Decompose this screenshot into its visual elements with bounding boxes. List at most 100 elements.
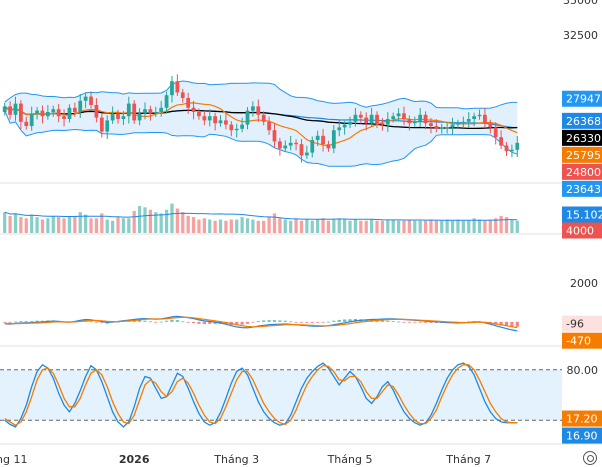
volume-bar <box>407 219 412 233</box>
volume-bar <box>73 215 77 233</box>
candle-body <box>272 130 277 142</box>
stochastic-axis-tick-label: 80.00 <box>567 364 599 377</box>
macd-value-badge-label: -470 <box>566 335 591 348</box>
candle-body <box>369 114 374 124</box>
volume-bar <box>256 220 260 233</box>
volume-bar <box>175 208 179 233</box>
price-value-badge <box>562 180 602 197</box>
volume-bar <box>391 219 395 233</box>
candle-body <box>143 109 147 114</box>
candle-body <box>51 109 56 112</box>
candle-body <box>402 113 406 119</box>
macd-histogram-bar <box>402 321 406 323</box>
candle-body <box>132 103 137 121</box>
volume-bar <box>40 219 45 233</box>
volume-bar <box>445 219 449 233</box>
macd-histogram-bar <box>407 321 412 323</box>
volume-bar <box>332 219 336 233</box>
settings-icon[interactable] <box>583 451 597 465</box>
candle-body <box>353 114 358 122</box>
macd-histogram-bar <box>294 321 298 323</box>
candle-body <box>396 113 401 117</box>
candle-body <box>439 127 444 129</box>
volume-bar <box>316 219 320 233</box>
volume-bar <box>137 206 142 233</box>
volume-bar <box>197 219 201 233</box>
macd-histogram-bar <box>380 320 385 322</box>
macd-histogram-bar <box>240 321 244 325</box>
x-axis-tick-label: Tháng 3 <box>213 453 259 466</box>
x-axis-tick-label: Tháng 5 <box>327 453 373 466</box>
volume-bar <box>84 214 88 233</box>
volume-value-badge <box>562 206 602 223</box>
macd-histogram-bar <box>235 321 239 326</box>
stochastic-value-badge-label: 17.20 <box>566 413 598 426</box>
candle-body <box>35 110 39 114</box>
candle-body <box>288 142 293 146</box>
volume-bar <box>299 220 304 233</box>
macd-histogram-bar <box>343 319 347 322</box>
volume-bar <box>19 217 23 233</box>
volume-bar <box>440 220 444 233</box>
volume-bar <box>504 217 509 233</box>
candle-body <box>321 135 325 145</box>
macd-histogram-bar <box>316 321 320 323</box>
volume-bar <box>396 220 401 233</box>
volume-bar <box>278 218 282 233</box>
price-value-badge-label: 25795 <box>566 149 601 162</box>
candle-body <box>164 95 169 108</box>
volume-bar <box>105 219 109 233</box>
candle-body <box>488 123 493 128</box>
stochastic-d-line <box>4 364 518 426</box>
candle-body <box>434 126 439 129</box>
candle-body <box>407 119 412 124</box>
candle-body <box>358 114 363 118</box>
candle-body <box>105 120 110 132</box>
volume-bar <box>434 220 438 233</box>
candle-body <box>504 145 509 152</box>
macd-axis-tick-label: 2000 <box>570 277 598 290</box>
stochastic-value-badge-label: 16.90 <box>566 430 598 443</box>
volume-bar <box>321 218 325 233</box>
macd-histogram-bar <box>283 320 287 322</box>
macd-signal-line <box>4 316 518 329</box>
price-axis-tick-label: 32500 <box>563 29 598 42</box>
volume-bar <box>343 219 347 233</box>
volume-bar <box>386 219 390 233</box>
candle-body <box>245 110 250 125</box>
volume-bar <box>477 219 482 233</box>
volume-bar <box>326 220 331 233</box>
volume-value-badge-label: 15.102 <box>566 209 602 222</box>
macd-histogram-bar <box>267 320 271 322</box>
stochastic-band-fill <box>0 369 562 421</box>
macd-histogram-bar <box>35 320 39 322</box>
candle-body <box>94 105 99 118</box>
candle-body <box>229 124 234 131</box>
volume-bar <box>499 215 503 233</box>
candle-body <box>499 137 504 146</box>
macd-histogram-bar <box>137 320 142 322</box>
price-value-badge <box>562 112 602 129</box>
volume-bar <box>380 220 385 233</box>
macd-histogram-bar <box>289 321 293 323</box>
macd-histogram-bar <box>413 321 417 323</box>
volume-bar <box>369 219 374 233</box>
volume-bar <box>456 219 460 233</box>
candle-body <box>240 124 245 129</box>
macd-histogram-bar <box>251 321 255 323</box>
price-value-badge <box>562 90 602 107</box>
volume-bar <box>127 218 131 233</box>
candle-body <box>121 116 126 119</box>
volume-bar <box>359 220 363 233</box>
candle-body <box>45 112 50 117</box>
volume-bar <box>375 220 379 233</box>
volume-bar <box>3 212 7 233</box>
macd-histogram-bar <box>208 321 212 324</box>
macd-histogram-bar <box>143 320 147 322</box>
volume-bar <box>143 207 147 233</box>
candle-body <box>2 106 7 112</box>
stochastic-value-badge <box>562 410 602 427</box>
macd-histogram-bar <box>8 321 12 323</box>
macd-histogram-bar <box>94 321 99 323</box>
